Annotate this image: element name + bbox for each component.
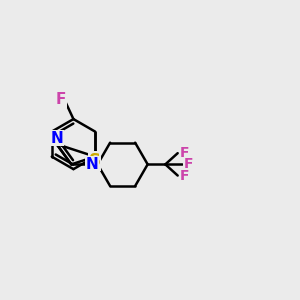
Text: F: F <box>184 158 193 171</box>
Text: N: N <box>86 157 99 172</box>
Text: F: F <box>179 146 189 160</box>
Text: F: F <box>179 169 189 182</box>
Text: N: N <box>50 131 63 146</box>
Text: S: S <box>88 152 101 170</box>
Text: F: F <box>56 92 66 107</box>
